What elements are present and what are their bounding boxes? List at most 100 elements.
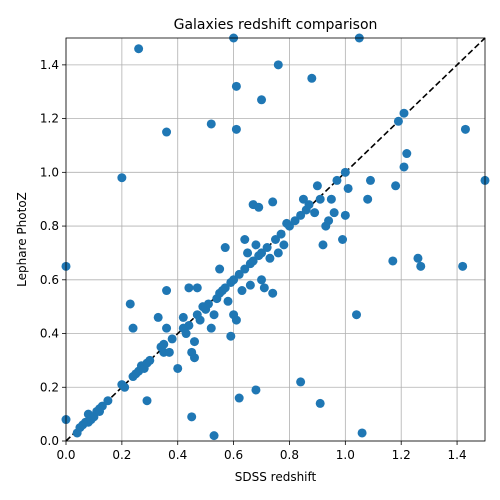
data-point xyxy=(254,202,264,212)
data-point xyxy=(162,323,172,333)
data-point xyxy=(315,194,325,204)
data-point xyxy=(184,283,194,293)
data-point xyxy=(338,235,348,244)
data-point xyxy=(332,175,342,185)
data-point xyxy=(312,181,322,191)
data-point xyxy=(245,280,255,290)
x-tick-label: 0.8 xyxy=(280,448,299,462)
data-point xyxy=(184,320,194,330)
data-point xyxy=(125,299,135,309)
data-point xyxy=(296,210,306,220)
y-tick-label: 1.0 xyxy=(40,165,59,179)
data-point xyxy=(310,208,320,218)
x-tick-label: 1.0 xyxy=(336,448,355,462)
data-point xyxy=(240,264,250,274)
y-axis-title: Lephare PhotoZ xyxy=(15,192,29,287)
y-tick-label: 1.2 xyxy=(40,112,59,126)
data-point xyxy=(231,124,241,134)
data-point xyxy=(352,310,362,320)
data-point xyxy=(329,208,339,218)
x-tick-label: 1.2 xyxy=(392,448,411,462)
data-point xyxy=(257,275,267,285)
data-point xyxy=(290,216,300,226)
data-point xyxy=(284,221,294,231)
data-point xyxy=(248,256,258,266)
y-tick-label: 0.2 xyxy=(40,380,59,394)
data-point xyxy=(304,200,314,210)
data-point xyxy=(220,283,230,293)
data-point xyxy=(399,108,409,118)
data-point xyxy=(231,81,241,91)
data-point xyxy=(215,264,225,274)
data-point xyxy=(164,347,174,357)
data-point xyxy=(340,167,350,177)
data-point xyxy=(391,181,401,191)
data-point xyxy=(257,95,267,105)
data-point xyxy=(234,269,244,279)
data-point xyxy=(237,286,247,296)
x-tick-label: 1.4 xyxy=(448,448,467,462)
data-point xyxy=(307,73,317,83)
data-point xyxy=(159,339,169,349)
data-point xyxy=(324,216,334,226)
x-axis-ticks: 0.0 0.2 0.4 0.6 0.8 1.0 1.2 1.4 xyxy=(56,441,467,462)
data-point xyxy=(231,315,241,325)
data-point xyxy=(226,331,236,341)
data-point xyxy=(167,334,177,344)
data-point xyxy=(259,283,269,293)
data-point xyxy=(117,173,127,183)
data-point xyxy=(243,248,253,258)
data-point xyxy=(268,197,278,207)
data-point xyxy=(223,296,233,306)
data-point xyxy=(393,116,403,126)
plot-frame xyxy=(65,37,486,442)
data-point xyxy=(178,312,188,322)
data-point xyxy=(145,355,155,365)
data-point xyxy=(416,261,426,271)
data-point xyxy=(388,256,398,266)
data-point xyxy=(271,235,280,244)
data-point xyxy=(298,194,308,204)
data-point xyxy=(128,323,138,333)
data-point xyxy=(265,253,275,263)
data-point xyxy=(363,194,373,204)
data-point xyxy=(296,377,306,387)
data-point xyxy=(315,398,325,408)
x-axis-title: SDSS redshift xyxy=(235,470,317,484)
chart-title: Galaxies redshift comparison xyxy=(174,17,378,33)
data-point xyxy=(181,329,191,339)
data-point xyxy=(153,312,163,322)
data-point xyxy=(220,243,230,253)
data-point xyxy=(189,337,199,347)
data-point xyxy=(162,127,172,137)
data-point xyxy=(173,363,183,373)
data-point xyxy=(343,183,353,193)
data-point xyxy=(209,310,219,320)
data-point xyxy=(257,248,267,258)
data-point xyxy=(95,406,105,416)
data-point xyxy=(279,240,289,250)
x-tick-label: 0.0 xyxy=(56,448,75,462)
data-point xyxy=(251,385,261,395)
data-point xyxy=(240,235,250,244)
data-point xyxy=(340,210,350,220)
y-tick-label: 0.8 xyxy=(40,219,59,233)
data-point xyxy=(195,315,205,325)
data-point xyxy=(229,275,239,285)
data-point xyxy=(189,353,199,363)
data-point xyxy=(268,288,278,298)
data-point xyxy=(103,396,113,406)
data-point xyxy=(458,261,468,271)
y-axis-ticks: 0.0 0.2 0.4 0.6 0.8 1.0 1.2 1.4 xyxy=(40,58,66,448)
data-point xyxy=(162,286,172,296)
data-point xyxy=(234,393,244,403)
y-tick-label: 1.4 xyxy=(40,58,59,72)
data-points xyxy=(61,33,490,441)
data-point xyxy=(276,229,286,239)
y-tick-label: 0.0 xyxy=(40,434,59,448)
x-tick-label: 0.4 xyxy=(168,448,187,462)
data-point xyxy=(326,194,336,204)
y-tick-label: 0.6 xyxy=(40,273,59,287)
data-point xyxy=(357,428,367,438)
